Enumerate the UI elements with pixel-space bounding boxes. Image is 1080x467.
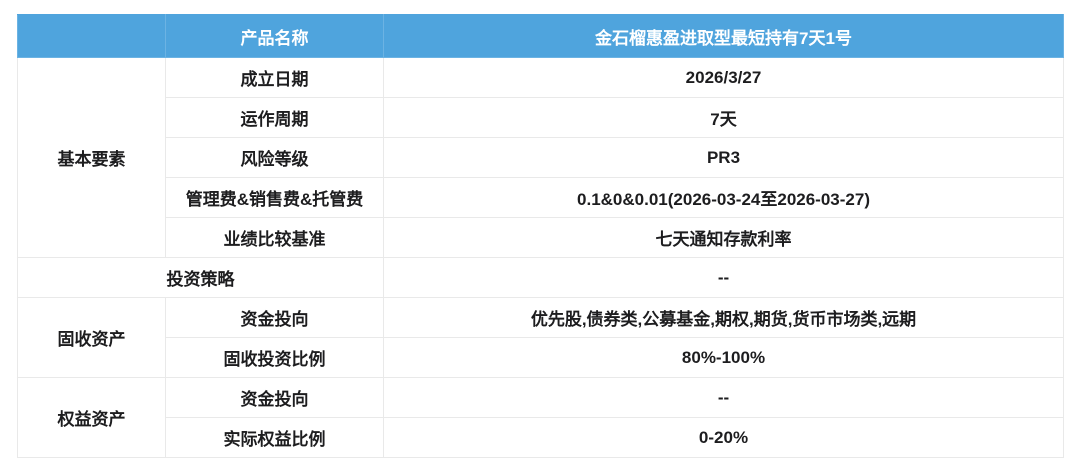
table-row: 权益资产 资金投向 -- [17, 377, 1064, 458]
table-row: 实际权益比例 0-20% [18, 417, 1064, 458]
table-header-row: 产品名称 金石榴惠盈进取型最短持有7天1号 [17, 14, 1064, 58]
product-info-table-wrapper: 产品名称 金石榴惠盈进取型最短持有7天1号 基本要素 成立日期 2026/3/2… [17, 14, 1064, 458]
row-label-fi-ratio: 固收投资比例 [165, 337, 384, 378]
table-row: 固收资产 资金投向 优先股,债券类,公募基金,期权,期货,货币市场类,远期 [17, 297, 1064, 378]
row-value-eq-actual-ratio: 0-20% [383, 417, 1064, 458]
table-row: 风险等级 PR3 [18, 137, 1064, 178]
row-value-risk-level: PR3 [383, 137, 1064, 178]
row-label-establish-date: 成立日期 [165, 57, 384, 98]
row-label-fi-fund-direction: 资金投向 [165, 297, 384, 338]
row-label-operation-cycle: 运作周期 [165, 97, 384, 138]
row-label-fees: 管理费&销售费&托管费 [165, 177, 384, 218]
row-label-investment-strategy: 投资策略 [17, 257, 384, 298]
header-product-name-value: 金石榴惠盈进取型最短持有7天1号 [383, 14, 1064, 58]
table-row: 投资策略 -- [17, 257, 1064, 298]
row-value-benchmark: 七天通知存款利率 [383, 217, 1064, 258]
table-row: 运作周期 7天 [18, 97, 1064, 138]
row-value-investment-strategy: -- [383, 257, 1064, 298]
group-cell-equity: 权益资产 [17, 377, 166, 458]
row-label-benchmark: 业绩比较基准 [165, 217, 384, 258]
table-row: 固收投资比例 80%-100% [18, 337, 1064, 378]
group-cell-basic: 基本要素 [17, 57, 166, 258]
row-value-eq-fund-direction: -- [383, 377, 1064, 418]
row-value-fi-ratio: 80%-100% [383, 337, 1064, 378]
row-label-risk-level: 风险等级 [165, 137, 384, 178]
product-info-table: 产品名称 金石榴惠盈进取型最短持有7天1号 基本要素 成立日期 2026/3/2… [17, 14, 1064, 458]
row-value-fi-fund-direction: 优先股,债券类,公募基金,期权,期货,货币市场类,远期 [383, 297, 1064, 338]
row-value-establish-date: 2026/3/27 [383, 57, 1064, 98]
group-cell-fixed-income: 固收资产 [17, 297, 166, 378]
header-product-name-label: 产品名称 [165, 14, 384, 58]
row-label-eq-fund-direction: 资金投向 [165, 377, 384, 418]
header-corner-cell [17, 14, 166, 58]
table-row: 基本要素 成立日期 2026/3/27 [17, 57, 1064, 258]
row-value-fees: 0.1&0&0.01(2026-03-24至2026-03-27) [383, 177, 1064, 218]
table-row: 业绩比较基准 七天通知存款利率 [18, 217, 1064, 258]
row-label-eq-actual-ratio: 实际权益比例 [165, 417, 384, 458]
row-value-operation-cycle: 7天 [383, 97, 1064, 138]
table-row: 管理费&销售费&托管费 0.1&0&0.01(2026-03-24至2026-0… [18, 177, 1064, 218]
